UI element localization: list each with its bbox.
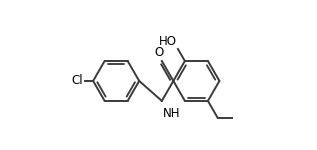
Text: Cl: Cl [72, 74, 83, 87]
Text: NH: NH [163, 107, 181, 120]
Text: HO: HO [158, 34, 177, 48]
Text: O: O [154, 46, 164, 59]
